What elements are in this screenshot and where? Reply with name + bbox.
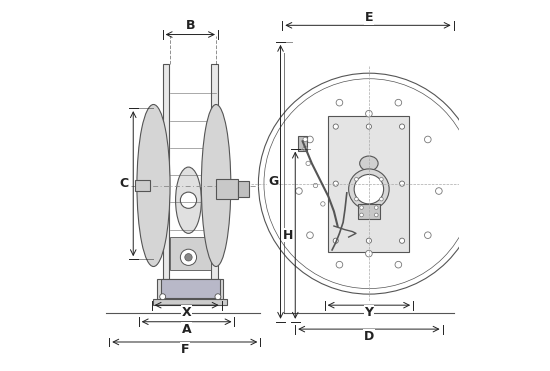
Bar [216,179,238,199]
Circle shape [180,192,196,209]
Circle shape [215,294,221,300]
Circle shape [366,111,372,117]
Circle shape [185,254,192,261]
Circle shape [336,261,343,268]
Circle shape [333,181,338,186]
Text: H: H [283,229,293,242]
Circle shape [333,124,338,129]
Circle shape [375,206,378,210]
Circle shape [425,136,431,143]
Text: C: C [119,177,129,190]
Circle shape [321,202,325,206]
Text: G: G [268,175,278,188]
Text: Y: Y [365,306,373,319]
Circle shape [366,238,371,243]
Circle shape [366,124,371,129]
Text: E: E [365,12,373,24]
Circle shape [307,136,314,143]
Bar [163,64,169,281]
Text: D: D [364,330,374,343]
Circle shape [379,177,383,181]
Circle shape [395,261,402,268]
Circle shape [180,249,196,265]
Circle shape [307,232,314,239]
Circle shape [366,250,372,257]
Bar [157,279,223,302]
Circle shape [295,188,303,194]
Bar [211,64,218,281]
Circle shape [314,183,318,188]
Bar [298,136,307,151]
Circle shape [399,124,405,129]
Text: F: F [180,343,189,356]
Ellipse shape [201,105,231,266]
Text: B: B [185,19,195,32]
Text: X: X [182,306,191,319]
Circle shape [379,197,383,201]
Ellipse shape [175,167,201,233]
Ellipse shape [137,105,170,266]
Circle shape [399,181,405,186]
Circle shape [349,169,389,210]
Bar [170,237,211,270]
Bar [135,180,150,191]
Bar [358,204,380,219]
Circle shape [264,79,474,289]
Circle shape [360,213,364,217]
Ellipse shape [360,156,378,171]
Circle shape [160,294,166,300]
Circle shape [336,99,343,106]
Circle shape [303,137,307,142]
Circle shape [306,161,310,165]
Circle shape [360,206,364,210]
Circle shape [425,232,431,239]
Circle shape [355,177,358,181]
Circle shape [399,238,405,243]
Circle shape [355,197,358,201]
Circle shape [375,213,378,217]
Text: A: A [182,323,191,336]
Circle shape [258,73,480,294]
Bar [328,115,409,252]
Circle shape [436,188,442,194]
Circle shape [395,99,402,106]
Bar [161,279,220,298]
Bar [238,181,249,197]
Circle shape [333,238,338,243]
Bar [153,299,227,305]
Circle shape [303,147,307,151]
Circle shape [354,174,384,204]
